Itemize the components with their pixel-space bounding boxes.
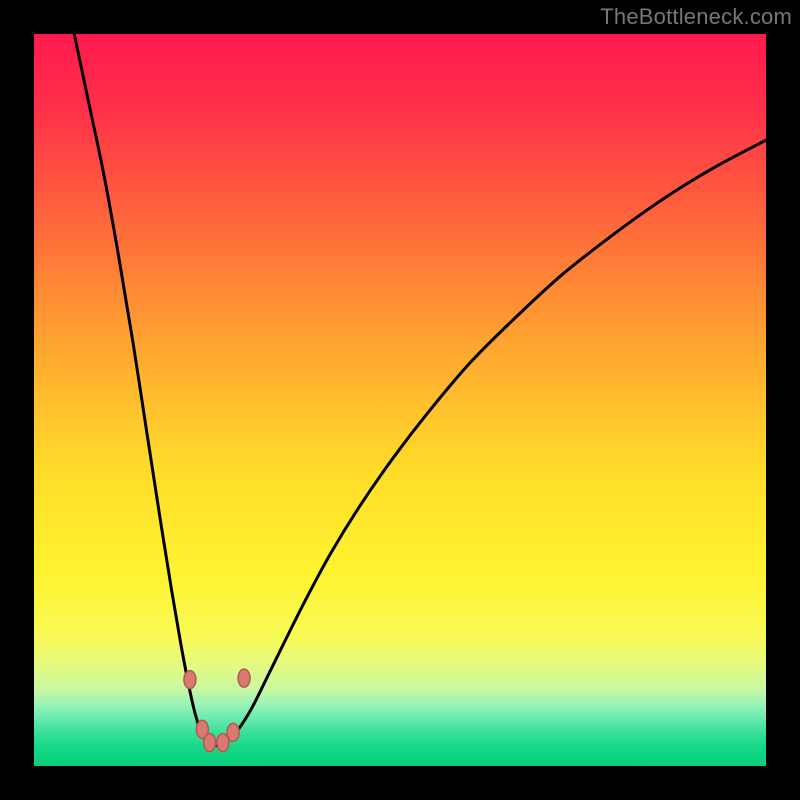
curve-marker [184,671,196,689]
watermark-text: TheBottleneck.com [600,4,792,30]
curve-marker [227,723,239,741]
curve-marker [204,734,216,752]
curve-marker [238,669,250,687]
bottleneck-chart [0,0,800,800]
chart-plot-area [34,34,766,766]
